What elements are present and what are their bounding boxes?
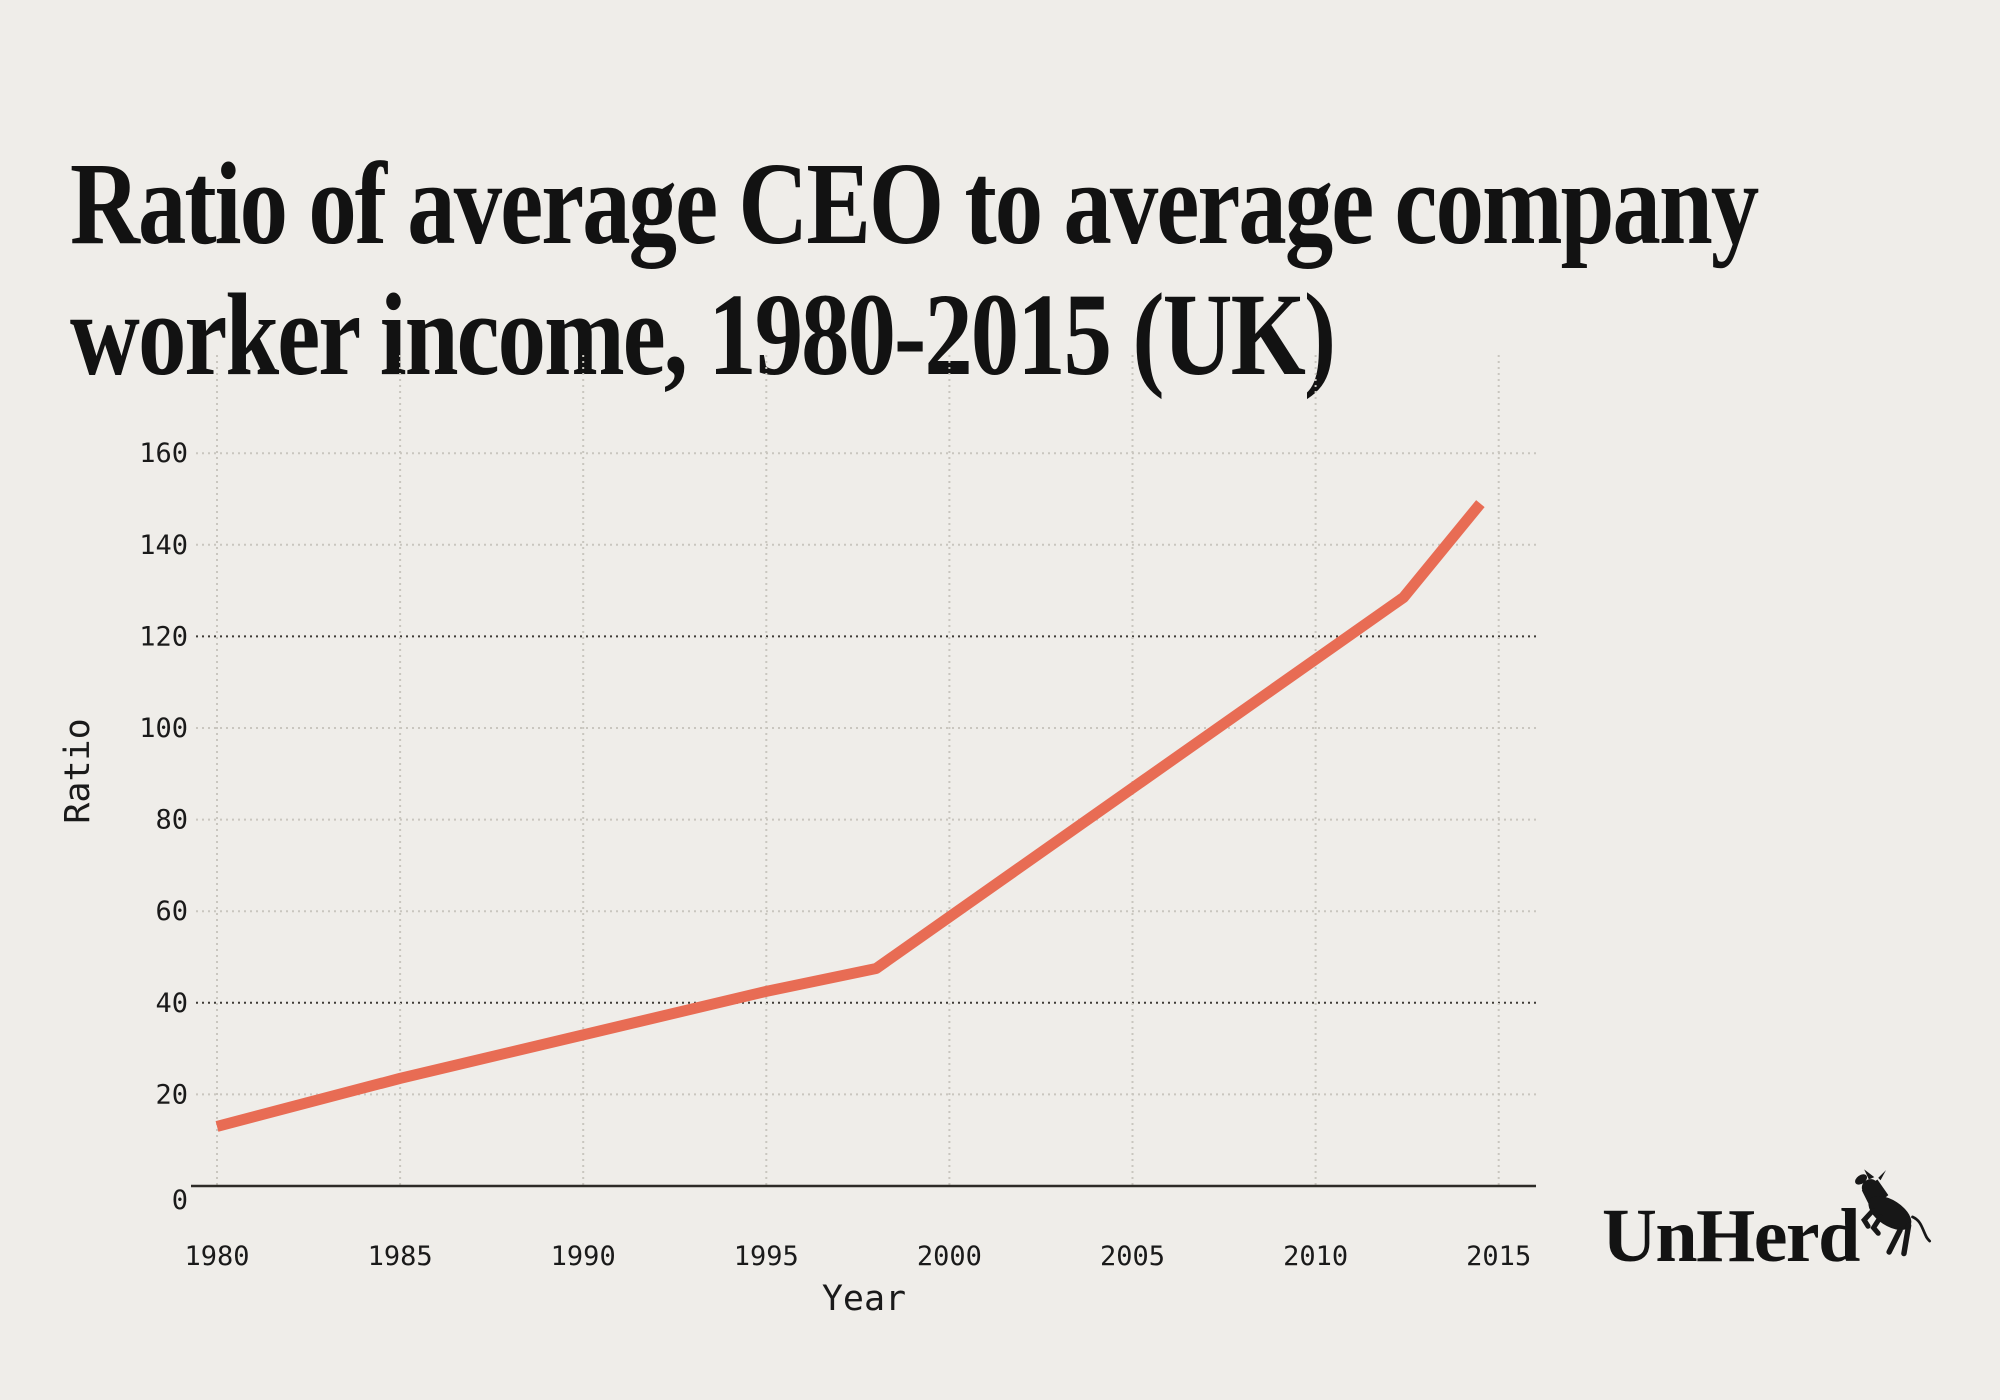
data-line	[215, 500, 1485, 1132]
y-tick-label: 80	[155, 805, 188, 836]
y-tick-label: 140	[139, 530, 188, 561]
x-tick-label: 1980	[184, 1241, 249, 1272]
x-axis-title: Year	[822, 1279, 906, 1319]
x-tick-label: 2005	[1100, 1241, 1165, 1272]
y-axis-title: Ratio	[58, 718, 98, 823]
y-tick-label: 0	[172, 1185, 188, 1216]
unherd-logo: UnHerd	[1602, 1168, 1942, 1278]
y-tick-label: 160	[139, 438, 188, 469]
cow-icon	[1855, 1169, 1932, 1257]
y-tick-label: 120	[139, 621, 188, 652]
chart-title-line-1: Ratio of average CEO to average company	[70, 138, 1759, 269]
x-tick-label: 1990	[551, 1241, 616, 1272]
logo-wordmark: UnHerd	[1602, 1194, 1860, 1278]
chart-title: Ratio of average CEO to average company …	[70, 138, 2000, 400]
x-tick-label: 1985	[368, 1241, 433, 1272]
y-tick-label: 40	[155, 988, 188, 1019]
y-tick-label: 60	[155, 896, 188, 927]
y-tick-label: 100	[139, 713, 188, 744]
x-tick-label: 2000	[917, 1241, 982, 1272]
x-tick-label: 1995	[734, 1241, 799, 1272]
x-tick-label: 2015	[1466, 1241, 1531, 1272]
chart-title-line-2: worker income, 1980-2015 (UK)	[70, 269, 1336, 400]
x-tick-label: 2010	[1283, 1241, 1348, 1272]
y-tick-label: 20	[155, 1079, 188, 1110]
